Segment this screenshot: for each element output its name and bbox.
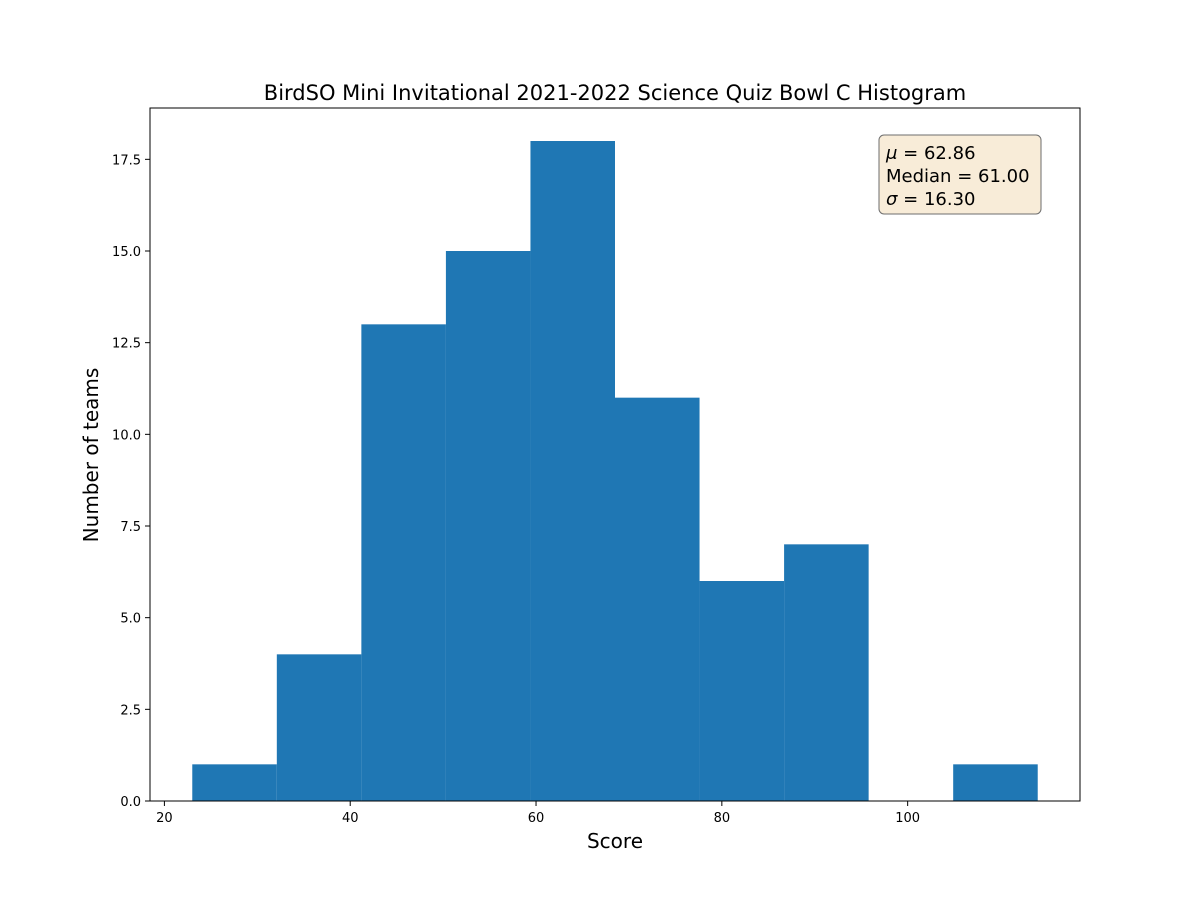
stats-sigma: σ = 16.30 (886, 189, 975, 210)
y-tick-label: 12.5 (112, 337, 141, 352)
histogram-bars (192, 141, 1038, 801)
plot-frame (149, 107, 1081, 802)
y-tick-label: 15.0 (112, 245, 141, 260)
chart-title: BirdSO Mini Invitational 2021-2022 Scien… (264, 81, 966, 105)
y-tick-label: 7.5 (120, 520, 141, 535)
stats-box-background (878, 134, 1042, 215)
stats-mean: μ = 62.86 (885, 143, 976, 164)
x-tick-label: 60 (528, 811, 545, 826)
histogram-bar (361, 324, 446, 801)
y-tick-label: 10.0 (112, 428, 141, 443)
y-tick-label: 2.5 (120, 703, 141, 718)
x-axis-ticks: 20 40 60 80 100 (156, 801, 920, 826)
histogram-bar (953, 764, 1038, 801)
y-tick-label: 0.0 (120, 795, 141, 810)
stats-box: μ = 62.86 Median = 61.00 σ = 16.30 (878, 134, 1042, 215)
histogram-bar (784, 544, 869, 801)
x-tick-label: 80 (714, 811, 731, 826)
x-axis-label: Score (587, 829, 643, 853)
histogram-bar (445, 251, 531, 801)
histogram-bar (276, 654, 362, 801)
histogram-bar (699, 581, 785, 801)
x-tick-label: 20 (156, 811, 173, 826)
y-axis-ticks: 0.0 2.5 5.0 7.5 10.0 12.5 15.0 17.5 (112, 153, 150, 810)
y-tick-label: 17.5 (112, 153, 141, 168)
x-tick-label: 40 (342, 811, 359, 826)
histogram-bar (192, 764, 277, 801)
histogram-bar (530, 141, 615, 801)
y-axis-label: Number of teams (79, 368, 103, 543)
y-tick-label: 5.0 (120, 612, 141, 627)
histogram-bar (615, 397, 700, 801)
x-tick-label: 100 (895, 811, 920, 826)
stats-median: Median = 61.00 (886, 166, 1030, 187)
